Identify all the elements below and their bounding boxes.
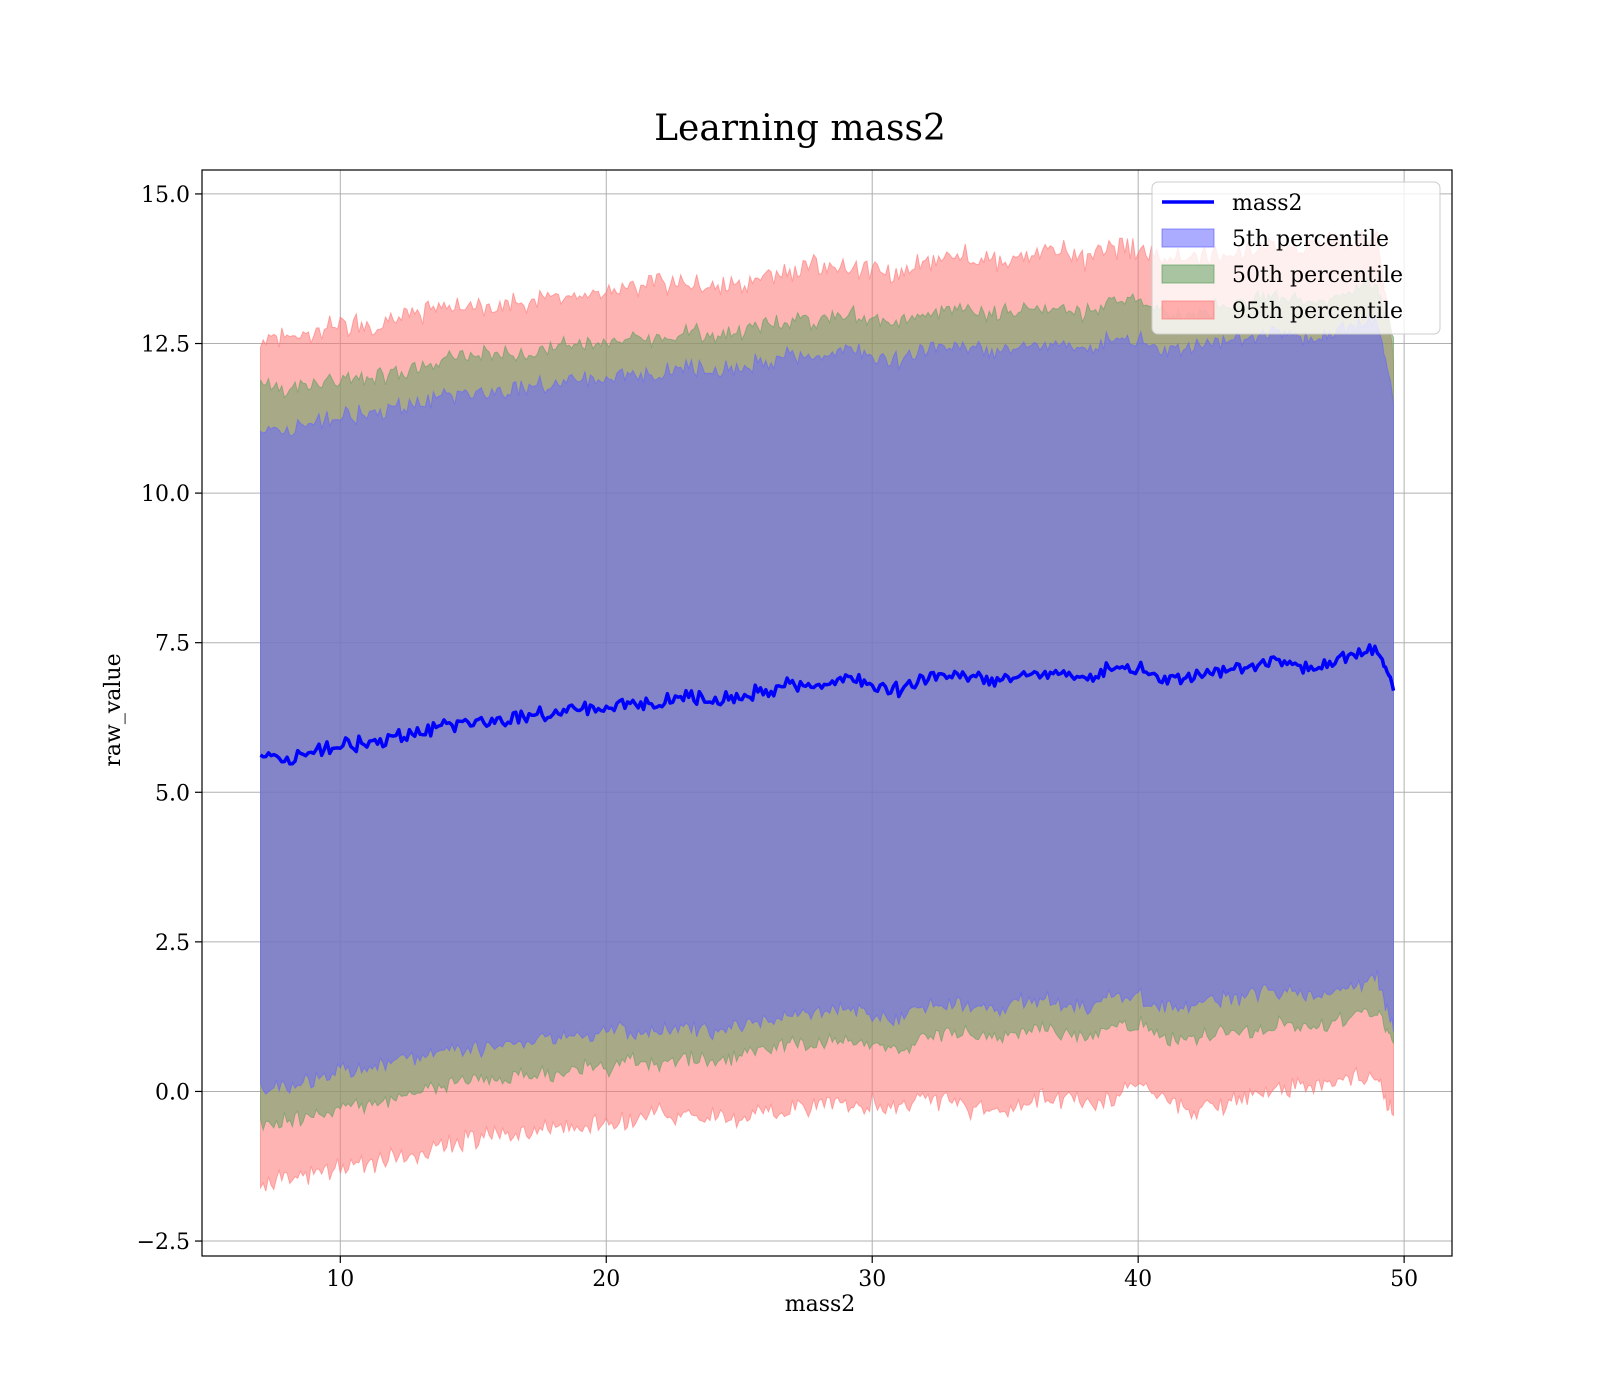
- legend-label: 50th percentile: [1232, 263, 1403, 288]
- legend: mass2 5th percentile 50th percentile 95th p…: [1151, 181, 1441, 335]
- mass2-line: [259, 643, 1396, 766]
- y-tick-label: −2.5: [137, 1230, 190, 1255]
- x-tick-label: 40: [1124, 1267, 1152, 1292]
- percentile-bands: [260, 228, 1394, 1192]
- x-axis: 10 20 30 40 50: [326, 1256, 1418, 1292]
- y-tick-label: 0.0: [155, 1080, 190, 1105]
- x-tick-label: 20: [592, 1267, 620, 1292]
- x-tick-label: 50: [1390, 1267, 1418, 1292]
- legend-label: 5th percentile: [1232, 227, 1389, 252]
- y-tick-label: 12.5: [141, 333, 190, 358]
- y-tick-label: 2.5: [155, 931, 190, 956]
- y-axis-label: raw_value: [101, 653, 126, 766]
- y-tick-label: 15.0: [141, 183, 190, 208]
- legend-swatch-patch: [1161, 228, 1215, 248]
- band-5th-percentile: [260, 314, 1394, 1095]
- y-tick-label: 5.0: [155, 781, 190, 806]
- mass2-line-layer: [259, 643, 1396, 766]
- x-tick-label: 10: [326, 1267, 354, 1292]
- legend-label: mass2: [1232, 191, 1303, 216]
- legend-swatch-patch: [1161, 264, 1215, 284]
- y-tick-label: 10.0: [141, 482, 190, 507]
- legend-swatch-patch: [1161, 300, 1215, 320]
- y-tick-label: 7.5: [155, 632, 190, 657]
- legend-box: [1151, 181, 1441, 335]
- legend-label: 95th percentile: [1232, 299, 1403, 324]
- plot-frame: [201, 169, 1453, 1257]
- x-tick-label: 30: [858, 1267, 886, 1292]
- y-axis: −2.5 0.0 2.5 5.0 7.5 10.0 12.5 15.0: [137, 183, 202, 1255]
- x-axis-label: mass2: [785, 1292, 856, 1317]
- chart-title: Learning mass2: [654, 108, 946, 149]
